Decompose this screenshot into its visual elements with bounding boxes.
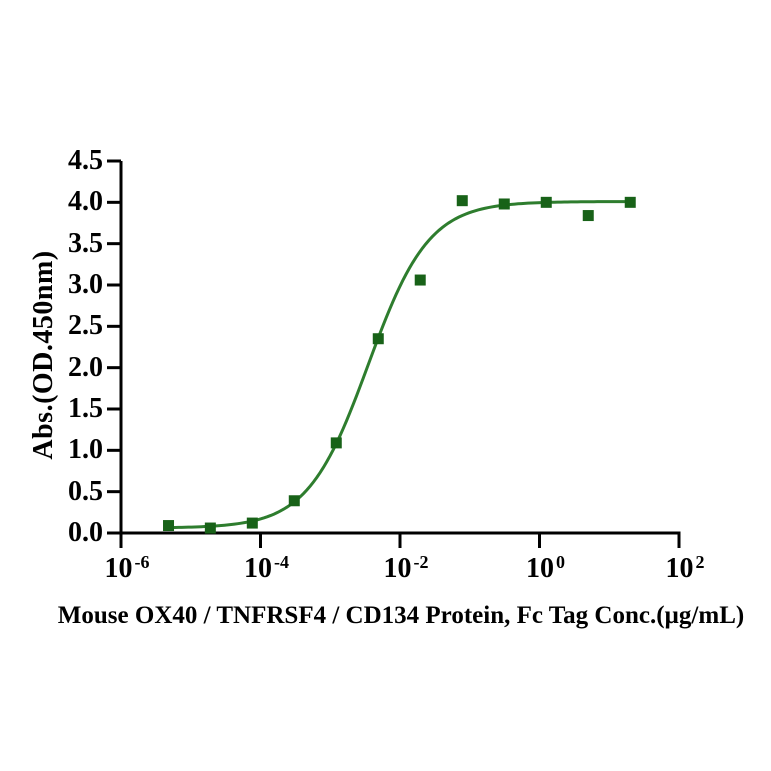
y-tick-label: 0.0	[68, 517, 103, 548]
data-point-marker	[330, 437, 342, 449]
data-point-marker	[414, 274, 426, 286]
data-point-marker	[288, 495, 300, 507]
y-axis-title: Abs.(OD.450nm)	[28, 250, 59, 460]
x-tick-label: 10 2	[665, 552, 705, 584]
y-tick-label: 3.0	[68, 268, 103, 300]
x-tick-label: 10 -2	[383, 552, 429, 584]
x-tick-label: 10 -6	[104, 552, 150, 584]
y-tick-label: 2.0	[68, 351, 103, 383]
x-tick-label: 10 0	[526, 552, 565, 584]
y-tick-label: 3.5	[68, 227, 103, 259]
data-point-marker	[372, 333, 384, 345]
x-tick-label: 10 -4	[244, 552, 289, 584]
data-point-marker	[498, 198, 510, 210]
data-point-marker	[246, 517, 258, 529]
y-tick-label: 0.5	[68, 475, 103, 507]
data-point-marker	[624, 196, 636, 208]
y-tick-label: 4.0	[68, 186, 103, 218]
y-tick-label: 4.5	[68, 144, 103, 176]
data-point-marker	[456, 195, 468, 207]
y-tick-label: 1.0	[68, 434, 103, 466]
data-point-marker	[204, 522, 216, 534]
data-point-marker	[540, 196, 552, 208]
data-point-marker	[582, 210, 594, 222]
y-tick-label: 1.5	[68, 392, 103, 424]
data-point-marker	[163, 520, 175, 532]
x-axis-title: Mouse OX40 / TNFRSF4 / CD134 Protein, Fc…	[57, 602, 745, 629]
fit-curve	[167, 200, 632, 530]
y-tick-label: 2.5	[68, 310, 103, 342]
